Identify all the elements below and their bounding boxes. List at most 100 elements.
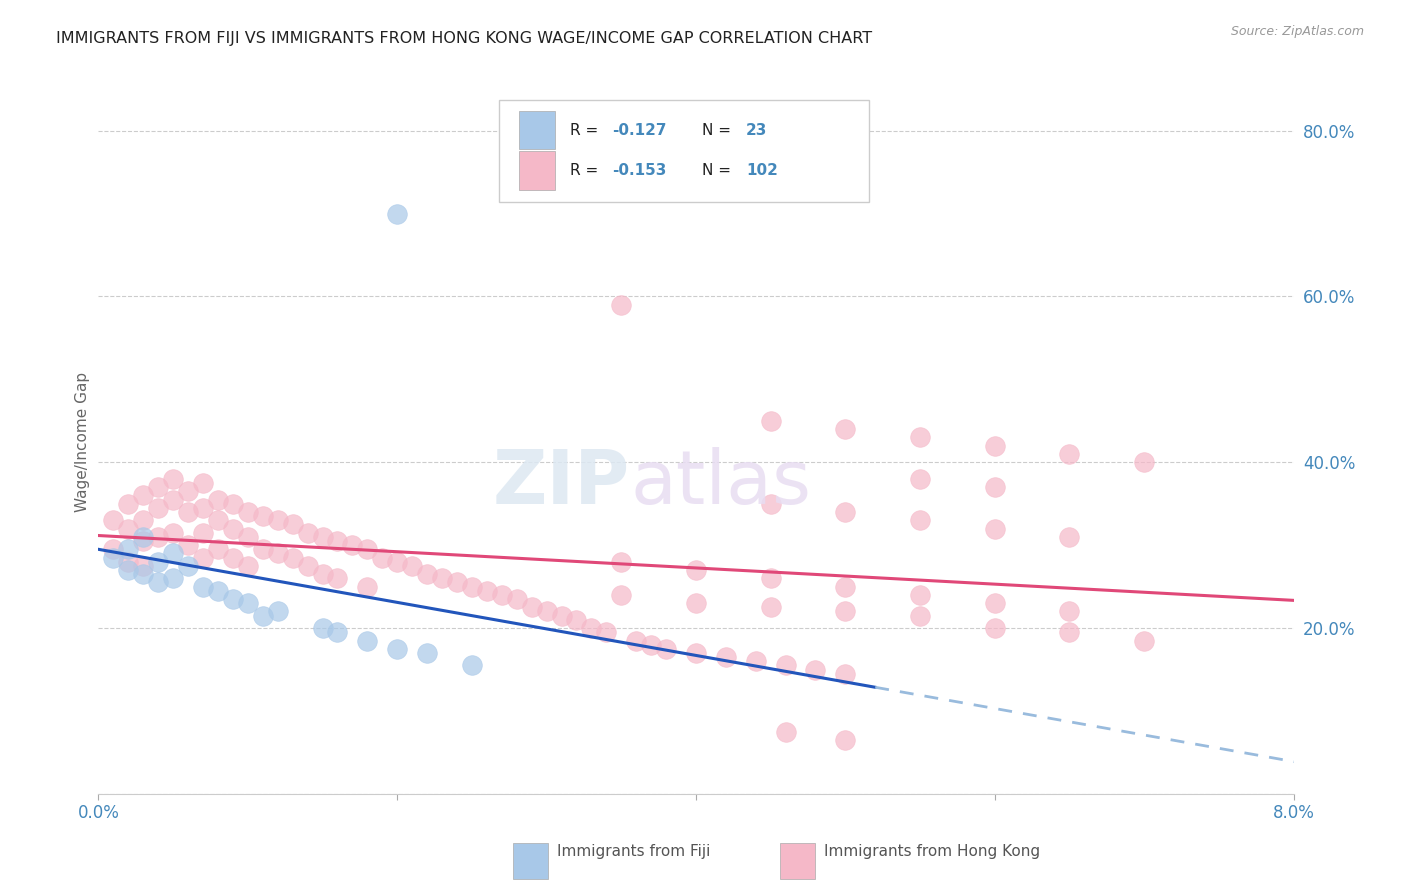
Point	[267, 546, 290, 560]
Text: N =: N =	[702, 122, 735, 137]
Point	[624, 633, 647, 648]
Point	[475, 583, 498, 598]
Point	[385, 641, 409, 656]
Point	[983, 480, 1005, 494]
Text: -0.127: -0.127	[613, 122, 666, 137]
Point	[222, 592, 245, 607]
Point	[103, 550, 125, 565]
Point	[311, 567, 333, 582]
Text: Source: ZipAtlas.com: Source: ZipAtlas.com	[1230, 25, 1364, 38]
Point	[685, 596, 707, 610]
Point	[132, 513, 155, 527]
Point	[356, 542, 378, 557]
Point	[446, 575, 468, 590]
Point	[1059, 605, 1081, 619]
Point	[506, 592, 529, 607]
Point	[610, 588, 633, 602]
Point	[222, 497, 245, 511]
Point	[908, 608, 931, 623]
Point	[834, 666, 856, 681]
Point	[281, 517, 304, 532]
Y-axis label: Wage/Income Gap: Wage/Income Gap	[75, 371, 90, 512]
Point	[536, 605, 558, 619]
Point	[908, 430, 931, 444]
Point	[191, 500, 214, 515]
Point	[685, 646, 707, 660]
Point	[804, 663, 827, 677]
Point	[520, 600, 543, 615]
Point	[207, 492, 229, 507]
Point	[311, 621, 333, 635]
Point	[775, 724, 797, 739]
Point	[356, 633, 378, 648]
Point	[132, 488, 155, 502]
Point	[117, 555, 139, 569]
Point	[252, 542, 274, 557]
Text: IMMIGRANTS FROM FIJI VS IMMIGRANTS FROM HONG KONG WAGE/INCOME GAP CORRELATION CH: IMMIGRANTS FROM FIJI VS IMMIGRANTS FROM …	[56, 31, 872, 46]
Point	[148, 555, 170, 569]
Point	[1059, 530, 1081, 544]
Point	[177, 484, 200, 499]
Text: R =: R =	[571, 122, 603, 137]
Point	[117, 522, 139, 536]
Text: R =: R =	[571, 162, 603, 178]
Point	[207, 542, 229, 557]
Point	[1133, 633, 1156, 648]
Point	[416, 567, 439, 582]
Text: ZIP: ZIP	[494, 447, 630, 520]
Point	[191, 475, 214, 490]
Point	[908, 513, 931, 527]
Point	[311, 530, 333, 544]
Point	[236, 505, 259, 519]
Point	[461, 580, 484, 594]
Point	[1133, 455, 1156, 469]
Text: atlas: atlas	[630, 447, 811, 520]
Point	[162, 472, 184, 486]
Text: 23: 23	[747, 122, 768, 137]
Point	[565, 613, 588, 627]
Point	[177, 558, 200, 573]
Point	[834, 422, 856, 436]
Point	[759, 571, 782, 585]
Point	[326, 625, 349, 640]
Point	[385, 555, 409, 569]
Point	[236, 558, 259, 573]
Point	[640, 638, 662, 652]
Point	[908, 588, 931, 602]
Point	[983, 596, 1005, 610]
Point	[1059, 447, 1081, 461]
Point	[834, 505, 856, 519]
Point	[416, 646, 439, 660]
Point	[267, 513, 290, 527]
Point	[177, 505, 200, 519]
Point	[252, 509, 274, 524]
Point	[326, 534, 349, 549]
Text: N =: N =	[702, 162, 735, 178]
Point	[222, 550, 245, 565]
Point	[759, 414, 782, 428]
Point	[222, 522, 245, 536]
Point	[745, 654, 768, 668]
Point	[148, 500, 170, 515]
Point	[908, 472, 931, 486]
Point	[655, 641, 678, 656]
Point	[714, 650, 737, 665]
Point	[162, 525, 184, 540]
Point	[267, 605, 290, 619]
Point	[132, 558, 155, 573]
Text: Immigrants from Fiji: Immigrants from Fiji	[557, 845, 710, 859]
Point	[401, 558, 423, 573]
Point	[103, 542, 125, 557]
Point	[148, 575, 170, 590]
Point	[297, 525, 319, 540]
Point	[342, 538, 364, 552]
Point	[191, 525, 214, 540]
Point	[834, 580, 856, 594]
Point	[177, 538, 200, 552]
Point	[281, 550, 304, 565]
Point	[297, 558, 319, 573]
Point	[162, 571, 184, 585]
Point	[103, 513, 125, 527]
Point	[117, 563, 139, 577]
Point	[132, 530, 155, 544]
